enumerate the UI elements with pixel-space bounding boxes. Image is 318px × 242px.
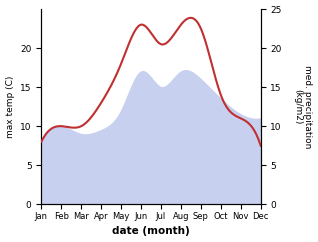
Y-axis label: med. precipitation
(kg/m2): med. precipitation (kg/m2) — [293, 65, 313, 148]
X-axis label: date (month): date (month) — [112, 227, 190, 236]
Y-axis label: max temp (C): max temp (C) — [5, 76, 15, 138]
